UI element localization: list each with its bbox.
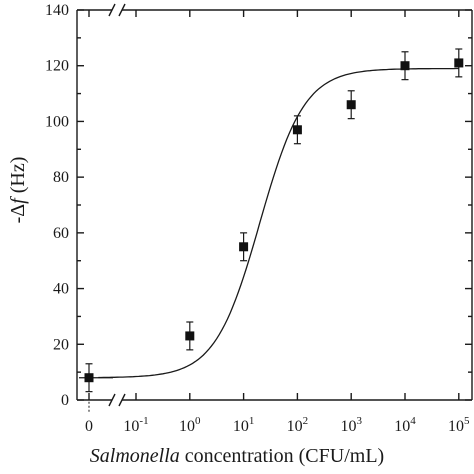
x-tick-label: 103 [340,415,362,435]
fit-curve [98,67,459,379]
data-points [84,48,464,393]
data-point [454,58,464,68]
y-tick-label: 140 [45,2,69,19]
data-point [292,125,302,135]
x-axis-title: Salmonella concentration (CFU/mL) [90,445,384,467]
x-tick-label: 104 [394,415,416,435]
x-tick-label: 105 [448,415,470,435]
y-tick-label: 40 [53,281,69,298]
y-tick-label: 80 [53,169,69,186]
x-tick-label: 0 [85,418,93,435]
axis-break-mark [108,393,116,407]
y-tick-label: 20 [53,336,69,353]
data-point [185,331,195,341]
data-point [239,242,249,252]
x-tick-label: 10-1 [123,415,148,435]
y-tick-label: 100 [45,113,69,130]
axis-break-mark [118,393,126,407]
ticks: 0 20 40 60 80 100 120 140 0 10-1 100 101 102 103 104 10… [45,2,472,435]
y-tick-label: 120 [45,58,69,75]
y-tick-label: 0 [61,392,69,409]
axis-break-mark [118,3,126,17]
axes [76,3,473,407]
x-tick-label: 102 [287,415,309,435]
x-tick-label: 100 [179,415,201,435]
data-point [346,100,356,110]
y-axis-title: -Δf (Hz) [7,157,29,224]
data-point [400,61,410,71]
data-point [84,373,94,383]
axis-break-mark [108,3,116,17]
fit-curve-group [79,67,459,379]
y-tick-label: 60 [53,225,69,242]
x-tick-label: 101 [233,415,255,435]
